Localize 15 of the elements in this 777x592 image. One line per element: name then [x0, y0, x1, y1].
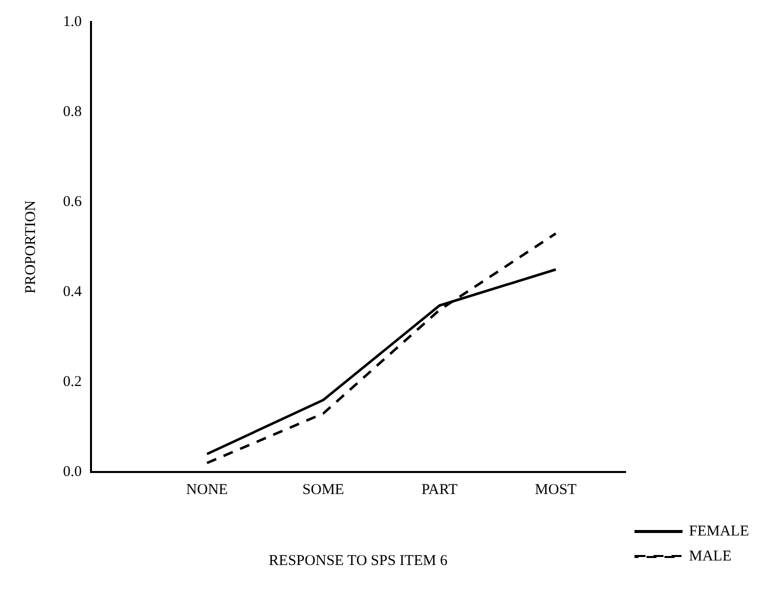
y-axis-title: PROPORTION	[22, 200, 39, 294]
y-tick-label: 0.0	[63, 464, 82, 480]
y-tick-label: 0.6	[63, 194, 82, 210]
x-tick-label: MOST	[534, 482, 577, 498]
y-tick-label: 0.8	[63, 104, 82, 120]
x-tick-label: PART	[421, 482, 458, 498]
y-tick-label: 0.2	[63, 374, 82, 390]
legend-label: FEMALE	[689, 523, 749, 540]
line-series	[206, 232, 557, 464]
x-axis-title: RESPONSE TO SPS ITEM 6	[268, 552, 448, 569]
y-tick-label: 0.4	[63, 284, 82, 300]
x-tick-label: SOME	[302, 482, 344, 498]
legend-label: MALE	[689, 548, 732, 564]
x-tick-label: NONE	[186, 482, 228, 498]
y-tick-label: 1.0	[63, 14, 82, 30]
